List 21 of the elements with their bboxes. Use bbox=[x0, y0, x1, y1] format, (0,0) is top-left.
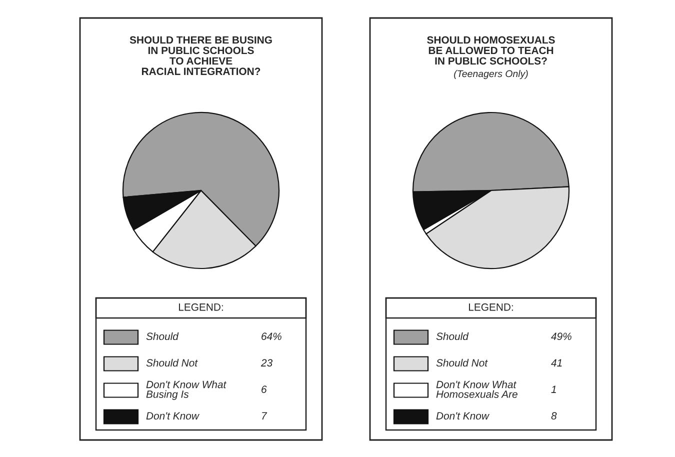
legend-label: Don't Know What Homosexuals Are bbox=[436, 380, 518, 398]
legend-label: Should Not bbox=[146, 358, 198, 367]
chart-title: SHOULD THERE BE BUSING IN PUBLIC SCHOOLS TO ACHIEVE RACIAL INTEGRATION? bbox=[130, 36, 272, 76]
data-label: 1 bbox=[551, 386, 556, 393]
data-label: 23 bbox=[260, 359, 272, 367]
data-label: 41 bbox=[551, 359, 562, 366]
data-label: 49% bbox=[551, 332, 572, 340]
legend-label: Should bbox=[436, 332, 469, 340]
legend-label: Should Not bbox=[436, 358, 488, 367]
legend-label: Don't Know bbox=[146, 412, 200, 420]
data-label: 7 bbox=[262, 412, 268, 420]
data-label: 6 bbox=[262, 386, 267, 394]
chart-subtitle: (Teenagers Only) bbox=[454, 70, 528, 80]
legend-label: Don't Know bbox=[436, 412, 490, 420]
legend-title: LEGEND: bbox=[468, 303, 513, 311]
chart-title: SHOULD HOMOSEXUALS BE ALLOWED TO TEACH IN PUBLIC SCHOOLS? bbox=[427, 36, 555, 65]
data-label: 64% bbox=[262, 332, 282, 340]
legend-label: Don't Know What Busing Is bbox=[146, 380, 227, 400]
legend-title: LEGEND: bbox=[178, 303, 223, 311]
legend-label: Should bbox=[146, 332, 179, 340]
data-label: 8 bbox=[551, 412, 557, 420]
